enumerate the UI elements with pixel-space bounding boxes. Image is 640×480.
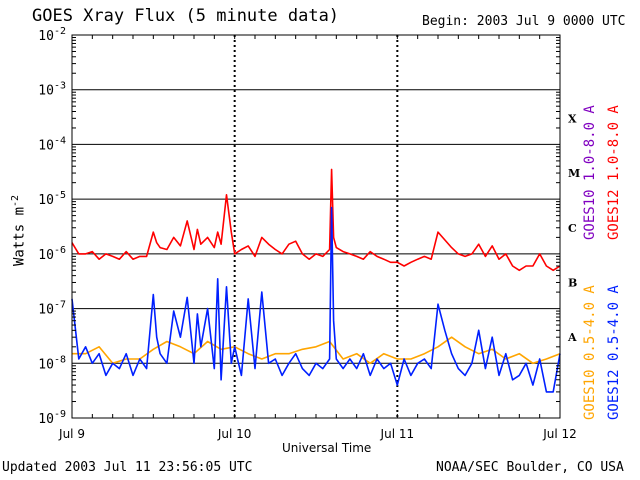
series-line <box>72 336 561 365</box>
y-tick-label: 10-7 <box>38 300 66 318</box>
legend-goes12-long: GOES12 1.0-8.0 A <box>606 105 622 240</box>
y-tick-label: 10-9 <box>38 409 66 427</box>
flare-class-label: B <box>568 276 577 289</box>
legend-goes10-short: GOES10 0.5-4.0 A <box>582 285 598 420</box>
series-line <box>71 206 561 393</box>
chart-title: GOES Xray Flux (5 minute data) <box>32 6 340 26</box>
y-tick-label: 10-3 <box>38 81 66 99</box>
series-layer <box>71 168 561 393</box>
x-tick-label: Jul 11 <box>380 427 415 441</box>
flare-class-label: X <box>568 112 577 125</box>
flare-class-label: C <box>568 222 577 235</box>
x-tick-label: Jul 12 <box>542 427 577 441</box>
legend-goes10-long: GOES10 1.0-8.0 A <box>582 105 598 240</box>
axis-layer <box>71 34 561 419</box>
begin-time: Begin: 2003 Jul 9 0000 UTC <box>422 14 626 29</box>
y-tick-label: 10-6 <box>38 245 66 263</box>
x-tick-label: Jul 9 <box>58 427 85 441</box>
y-axis-label: Watts m-2 <box>10 194 28 266</box>
x-tick-label: Jul 10 <box>217 427 252 441</box>
series-line <box>71 168 561 272</box>
flare-class-label: M <box>568 167 580 180</box>
legend-goes12-short: GOES12 0.5-4.0 A <box>606 285 622 420</box>
updated-timestamp: Updated 2003 Jul 11 23:56:05 UTC <box>2 460 253 475</box>
y-tick-label: 10-5 <box>38 190 66 208</box>
y-tick-label: 10-2 <box>38 26 66 44</box>
credit-line: NOAA/SEC Boulder, CO USA <box>436 460 624 475</box>
flare-class-label: A <box>567 331 577 344</box>
y-tick-label: 10-4 <box>38 135 66 153</box>
x-axis-label: Universal Time <box>282 441 372 455</box>
plot-frame <box>71 34 561 419</box>
y-tick-label: 10-8 <box>38 354 66 372</box>
